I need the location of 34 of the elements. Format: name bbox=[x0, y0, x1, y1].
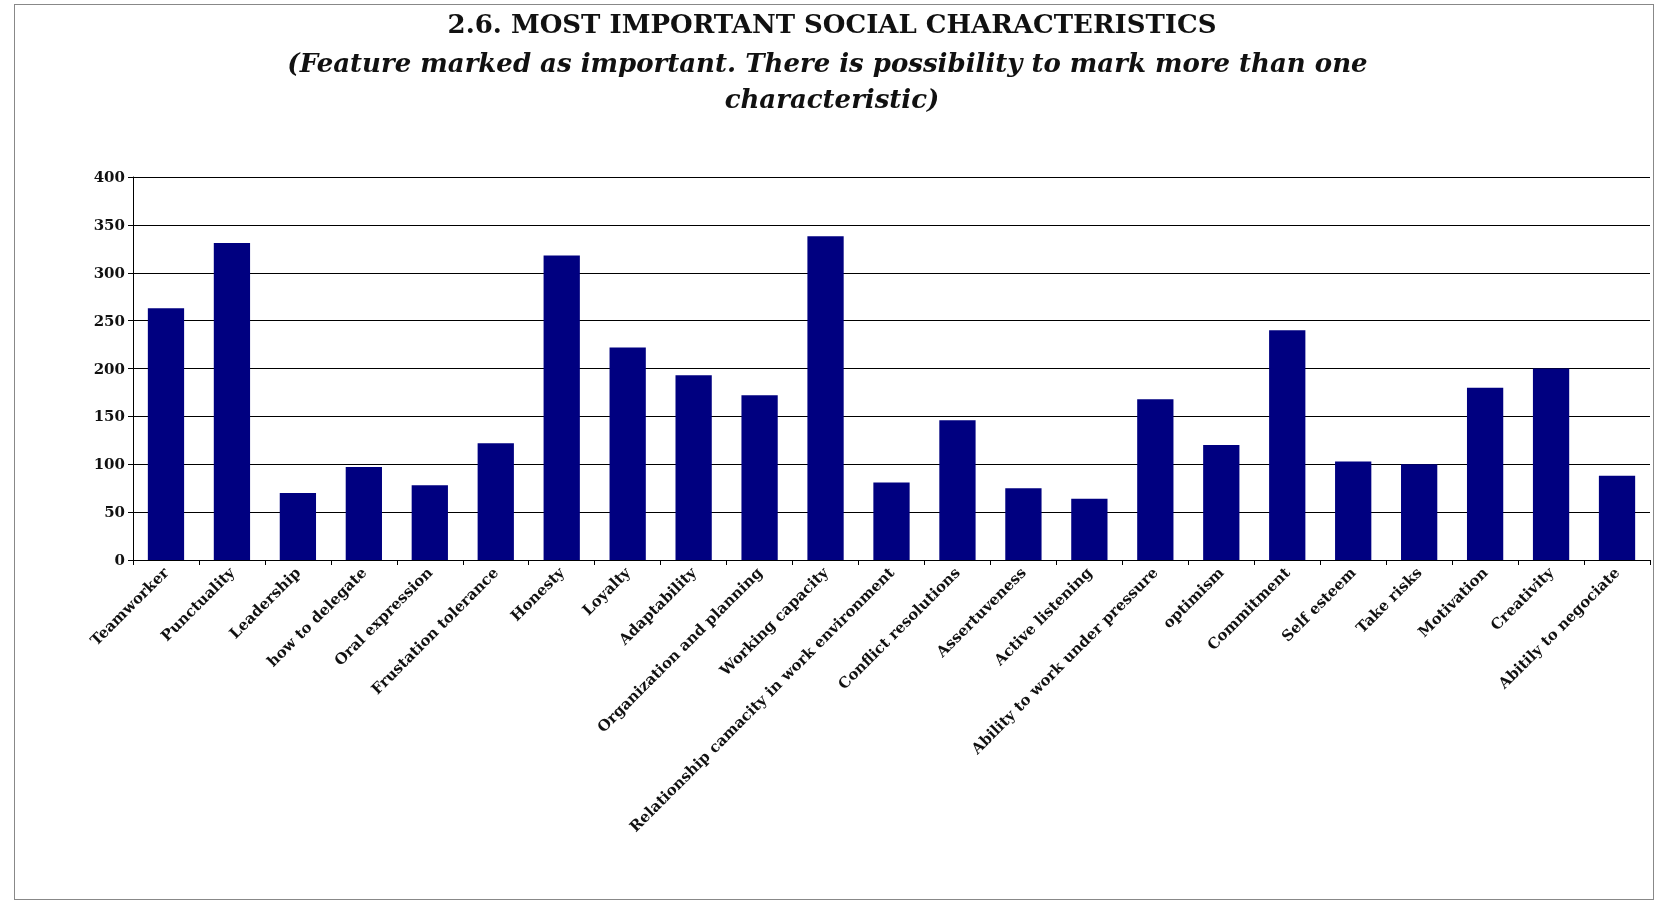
bar bbox=[1598, 475, 1636, 560]
bar bbox=[807, 236, 844, 560]
bar bbox=[147, 308, 185, 560]
bar bbox=[1401, 464, 1438, 560]
bar bbox=[1137, 399, 1174, 560]
chart-title: 2.6. MOST IMPORTANT SOCIAL CHARACTERISTICS bbox=[447, 9, 1217, 39]
y-tick-label: 250 bbox=[93, 311, 125, 330]
bar bbox=[939, 420, 976, 560]
bar bbox=[741, 395, 778, 560]
bar bbox=[477, 443, 514, 560]
bar bbox=[1071, 498, 1108, 560]
bar bbox=[279, 492, 317, 560]
y-tick-label: 300 bbox=[93, 263, 125, 282]
bar bbox=[411, 485, 448, 560]
bar bbox=[1269, 330, 1306, 560]
y-tick-label: 0 bbox=[114, 551, 125, 569]
bar bbox=[1466, 387, 1504, 560]
y-tick-label: 200 bbox=[93, 359, 125, 378]
y-tick-label: 50 bbox=[104, 503, 125, 522]
bar bbox=[213, 243, 251, 560]
y-tick-label: 100 bbox=[93, 455, 125, 474]
bar bbox=[675, 375, 712, 560]
chart-subtitle: (Feature marked as important. There is possibility to mark more than one characteristic) bbox=[287, 48, 1377, 114]
y-tick-label: 350 bbox=[93, 215, 125, 234]
bar bbox=[1005, 488, 1042, 560]
bar bbox=[1532, 368, 1570, 560]
y-tick-label: 400 bbox=[93, 168, 125, 186]
bar bbox=[1335, 461, 1372, 560]
bar bbox=[873, 482, 910, 560]
bar bbox=[345, 467, 382, 560]
bar bbox=[1203, 445, 1240, 560]
bar bbox=[543, 255, 580, 560]
y-tick-label: 150 bbox=[93, 407, 125, 426]
bar bbox=[609, 347, 646, 560]
